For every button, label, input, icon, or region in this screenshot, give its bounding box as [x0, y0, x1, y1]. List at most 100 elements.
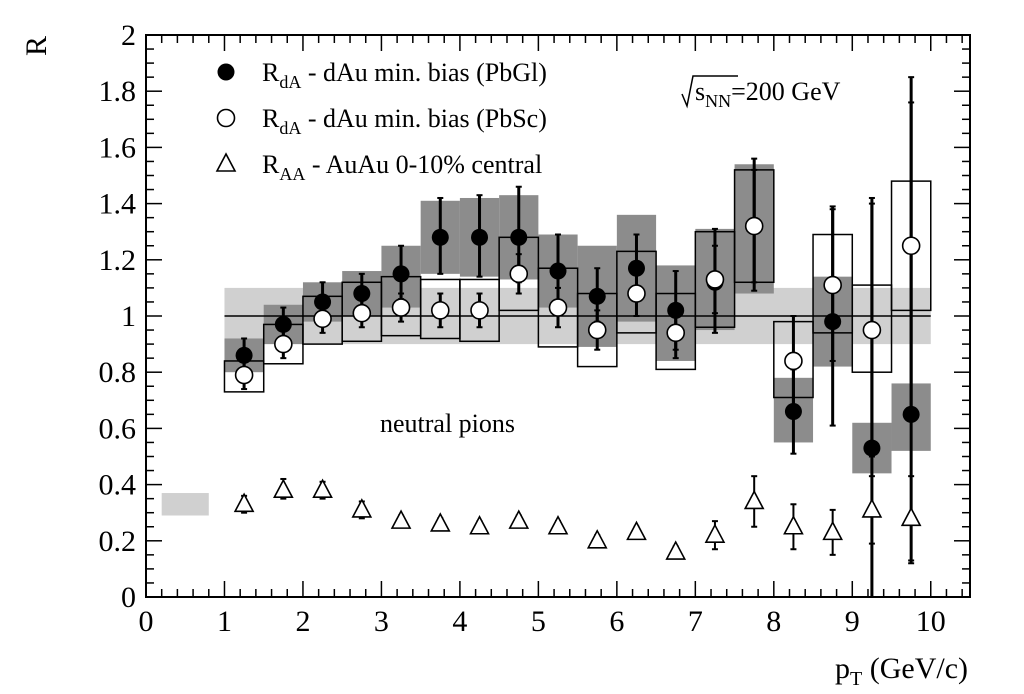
axis-labels-layer: 0 1 2 3 4 5 6 7 8 9 10 0 0.2 0.4 0.6 0.8 1 1.2 1.4 1.6 1.8 2 p… — [20, 19, 968, 690]
legend-entry-sub: AA — [279, 164, 305, 184]
pbsc-marker — [430, 301, 450, 320]
pbsc-marker — [391, 298, 411, 317]
pbsc-marker — [666, 323, 686, 343]
pbsc-marker — [509, 264, 529, 284]
pbgl-marker — [784, 403, 802, 421]
auau-marker — [273, 478, 294, 499]
particle-annotation: neutral pions — [380, 409, 515, 438]
auau-marker — [665, 540, 687, 560]
pbgl-marker — [353, 285, 371, 303]
pbsc-marker — [705, 270, 725, 289]
pbgl-marker — [392, 265, 410, 283]
auau-marker — [233, 492, 255, 513]
auau-marker — [743, 489, 765, 510]
legend-entry-main: R — [262, 150, 280, 179]
pbsc-marker — [901, 236, 921, 256]
auau-marker — [469, 515, 490, 535]
x-tick-label: 2 — [295, 605, 310, 638]
auau-marker — [429, 512, 451, 532]
y-tick-label: 1.4 — [99, 188, 137, 221]
pbsc-marker — [823, 275, 842, 295]
legend-entry: RdA - dAu min. bias (PbGl) — [262, 58, 547, 92]
pbsc-marker — [627, 284, 646, 303]
y-tick-label: 1.8 — [99, 75, 137, 108]
pbsc-marker — [313, 309, 332, 329]
auau-marker — [508, 509, 530, 529]
auau-marker — [861, 498, 883, 518]
auau-marker — [626, 520, 647, 541]
y-tick-label: 2 — [121, 19, 136, 52]
auau-marker — [704, 523, 726, 543]
legend-entry: RAA - AuAu 0-10% central — [262, 150, 542, 184]
auau-marker — [783, 515, 804, 535]
x-tick-label: 10 — [916, 605, 946, 638]
x-axis-title-sub: T — [850, 668, 862, 690]
y-tick-label: 1 — [121, 300, 136, 333]
auau-marker — [312, 478, 333, 499]
y-tick-label: 0.6 — [99, 412, 137, 445]
pbgl-marker — [863, 439, 881, 457]
pbsc-marker — [548, 298, 568, 317]
x-tick-label: 7 — [688, 605, 703, 638]
y-tick-label: 1.2 — [99, 244, 137, 277]
legend-entry: RdA - dAu min. bias (PbSc) — [262, 104, 547, 138]
pbgl-marker — [274, 315, 292, 333]
auau-marker — [822, 520, 843, 541]
energy-annotation-prefix: s — [695, 77, 705, 106]
legend-marker-auau — [215, 152, 237, 172]
x-tick-label: 9 — [845, 605, 860, 638]
legend: RdA - dAu min. bias (PbGl)RdA - dAu min.… — [215, 58, 547, 184]
legend-entry-main: R — [262, 104, 280, 133]
pbsc-marker — [274, 334, 293, 354]
legend-entry-main: R — [262, 58, 280, 87]
pbgl-marker — [627, 259, 645, 277]
legend-entry-rest: - dAu min. bias (PbGl) — [301, 58, 547, 87]
auau-marker — [586, 529, 608, 549]
energy-annotation: sNN=200 GeV — [695, 77, 841, 111]
axis-ticks-layer — [145, 34, 970, 598]
legend-entry-sub: dA — [279, 118, 301, 138]
pbgl-marker — [431, 228, 449, 246]
y-tick-label: 0.8 — [99, 356, 137, 389]
pbgl-marker — [902, 405, 920, 423]
legend-marker-pbsc — [216, 108, 236, 128]
auau-marker — [900, 506, 922, 527]
x-tick-label: 0 — [139, 605, 154, 638]
pbsc-marker — [744, 216, 764, 236]
pbgl-marker — [471, 228, 489, 246]
annotations-layer: sNN=200 GeV neutral pions — [380, 75, 841, 438]
y-tick-label: 0.2 — [99, 525, 137, 558]
auau-marker — [547, 515, 569, 535]
pbgl-marker — [510, 228, 528, 246]
x-axis-title: pT (GeV/c) — [835, 652, 968, 690]
energy-annotation-sub: NN — [705, 91, 731, 111]
x-tick-label: 3 — [374, 605, 389, 638]
pbsc-marker — [470, 301, 489, 320]
y-tick-label: 0 — [121, 581, 136, 614]
pbgl-marker — [667, 301, 685, 319]
pbsc-marker — [784, 351, 803, 371]
pbgl-marker — [314, 293, 332, 311]
pbgl-marker — [549, 262, 567, 280]
x-tick-label: 8 — [766, 605, 781, 638]
auau-marker — [390, 509, 412, 529]
auau-normalization-band — [161, 493, 209, 516]
legend-entry-rest: - dAu min. bias (PbSc) — [301, 104, 547, 133]
pbsc-marker — [587, 320, 607, 340]
x-tick-label: 6 — [609, 605, 624, 638]
y-axis-title: R — [20, 36, 53, 56]
pbsc-marker — [234, 365, 254, 385]
sqrt-sign — [681, 75, 738, 109]
x-axis-title-main: p — [835, 652, 850, 685]
markers-layer — [233, 216, 922, 560]
pbsc-marker — [352, 303, 372, 323]
pbgl-marker — [588, 287, 606, 305]
energy-annotation-rest: =200 GeV — [731, 77, 840, 106]
pbgl-marker — [824, 313, 842, 331]
y-tick-label: 0.4 — [99, 469, 137, 502]
pbsc-marker — [862, 320, 882, 340]
x-axis-title-rest: (GeV/c) — [862, 652, 968, 685]
legend-marker-pbgl — [217, 63, 235, 81]
